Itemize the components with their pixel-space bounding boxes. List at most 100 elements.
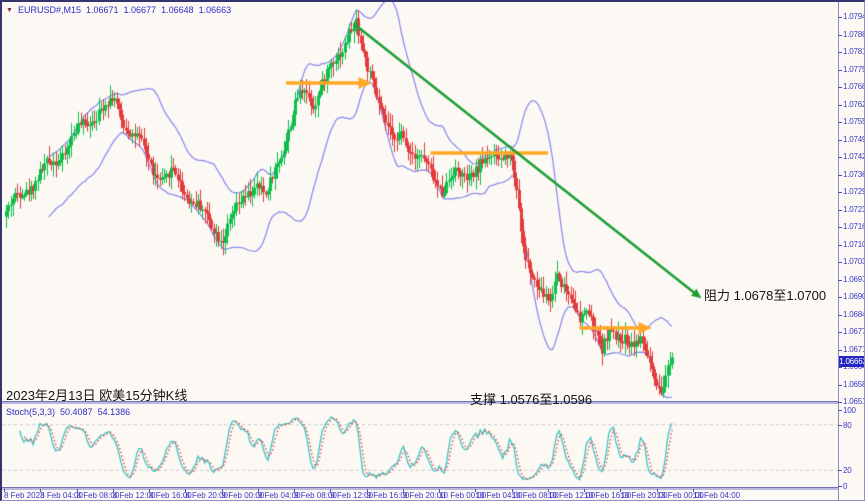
chart-header: ▼ EURUSD#,M15 1.06671 1.06677 1.06648 1.… [6, 5, 231, 15]
price-axis-label: 1.07685 [843, 82, 864, 91]
time-axis-label: 10 Feb 04:00 [475, 491, 523, 500]
price-axis-tick [838, 157, 842, 158]
time-axis-label: 8 Feb 16:00 [149, 491, 192, 500]
time-axis-label: 10 Feb 08:00 [511, 491, 559, 500]
price-axis-border [838, 2, 839, 500]
time-axis-tick [692, 489, 694, 492]
time-axis-tick [511, 489, 513, 492]
price-axis-label: 1.06840 [843, 309, 864, 319]
price-axis-tick [838, 17, 842, 18]
price-axis-label: 1.07750 [843, 64, 864, 74]
stoch-axis-label: 0 [843, 481, 848, 491]
price-axis-tick [838, 139, 842, 141]
quote-high: 1.06677 [123, 5, 157, 15]
stoch-axis-label: 20 [843, 466, 852, 476]
price-axis-label: 1.07360 [843, 169, 864, 179]
indicator-name: Stoch(5,3,3) [6, 407, 56, 417]
price-axis-tick [838, 192, 842, 193]
price-axis-tick [838, 209, 842, 211]
time-axis-label: 8 Feb 12:00 [112, 491, 156, 500]
time-axis-label: 13 Feb 00:00 [656, 491, 704, 500]
price-axis-label: 1.07100 [843, 239, 864, 249]
stoch-axis-label: 80 [843, 420, 852, 430]
time-axis-label: 10 Feb 12:00 [547, 491, 596, 500]
time-axis-tick [257, 489, 259, 492]
price-axis-tick [838, 402, 842, 403]
stoch-axis-tick [838, 424, 842, 426]
date-annotation[interactable]: 2023年2月13日 欧美15分钟K线 [6, 388, 188, 403]
time-axis-label: 9 Feb 16:00 [366, 491, 410, 500]
resistance-annotation[interactable]: 阻力 1.0678至1.0700 [704, 288, 827, 303]
price-axis-label: 1.07620 [843, 99, 864, 109]
price-axis-tick [838, 367, 842, 368]
price-axis-label: 1.07815 [843, 47, 864, 56]
price-axis-label: 1.07490 [843, 134, 864, 144]
time-axis-tick [149, 489, 151, 492]
price-axis-label: 1.07555 [843, 117, 864, 126]
price-axis-tick [838, 262, 842, 263]
price-axis-tick [838, 69, 842, 71]
price-axis-label: 1.07035 [843, 257, 864, 266]
time-axis-tick [4, 489, 5, 492]
support-annotation[interactable]: 支撑 1.0576至1.0596 [470, 392, 593, 407]
price-axis-tick [838, 52, 842, 53]
time-axis-tick [656, 489, 658, 492]
price-axis-label: 1.07230 [843, 204, 864, 214]
time-axis-tick [76, 489, 78, 492]
indicator-label: Stoch(5,3,3) 50.4087 54.1386 [6, 407, 130, 417]
stoch-axis-tick [838, 470, 842, 472]
price-axis-tick [838, 314, 842, 316]
price-axis-tick [838, 87, 842, 88]
price-axis-tick [838, 227, 842, 228]
price-axis-tick [838, 174, 842, 176]
time-axis-tick [620, 489, 622, 492]
price-axis-tick [838, 297, 842, 298]
symbol-dropdown-icon[interactable]: ▼ [6, 6, 13, 14]
time-axis-tick [366, 489, 368, 492]
time-axis-tick [439, 489, 441, 492]
time-axis-tick [221, 489, 223, 492]
price-axis-label: 1.06775 [843, 327, 864, 336]
price-axis-tick [838, 34, 842, 36]
price-axis-tick [838, 384, 842, 386]
time-axis-label: 10 Feb 16:00 [584, 491, 632, 500]
price-axis-label: 1.06710 [843, 344, 864, 354]
symbol-title: EURUSD#,M15 [17, 5, 81, 15]
time-axis-label: 9 Feb 20:00 [402, 491, 446, 500]
stoch-timeaxis-splitter[interactable] [2, 487, 838, 490]
stoch-axis-tick [838, 485, 842, 487]
price-axis-label: 1.07425 [843, 152, 864, 161]
indicator-main-value: 50.4087 [60, 407, 93, 417]
price-axis-tick [838, 104, 842, 106]
price-axis-label: 1.06970 [843, 274, 864, 284]
time-axis-tick [402, 489, 404, 492]
time-axis-label: 8 Feb 04:00 [40, 491, 83, 500]
current-price-badge: 1.06663 [839, 356, 865, 367]
time-axis-label: 10 Feb 20:00 [620, 491, 668, 500]
time-axis-tick [112, 489, 114, 492]
time-axis-label: 9 Feb 00:00 [221, 491, 265, 500]
price-axis-tick [838, 349, 842, 351]
time-axis-tick [185, 489, 187, 492]
indicator-signal-value: 54.1386 [97, 407, 131, 417]
time-axis-label: 8 Feb 20:00 [185, 491, 228, 500]
main-price-chart-canvas[interactable] [2, 2, 838, 403]
main-stoch-splitter[interactable] [2, 401, 838, 404]
time-axis-label: 8 Feb 08:00 [76, 491, 120, 500]
time-axis-label: 9 Feb 08:00 [294, 491, 337, 500]
price-axis-label: 1.06580 [843, 379, 864, 389]
time-axis-tick [40, 489, 42, 492]
time-axis-tick [475, 489, 477, 492]
stoch-axis-tick [838, 409, 842, 411]
quote-close: 1.06663 [198, 5, 232, 15]
price-axis-label: 1.07165 [843, 222, 864, 231]
time-axis-tick [330, 489, 332, 492]
time-axis-label: 9 Feb 12:00 [330, 491, 374, 500]
time-axis-label: 10 Feb 00:00 [439, 491, 487, 500]
time-axis-label: 9 Feb 04:00 [257, 491, 301, 500]
stochastic-indicator-canvas[interactable] [2, 405, 838, 487]
quote-low: 1.06648 [161, 5, 194, 15]
time-axis-tick [584, 489, 586, 492]
price-axis-tick [838, 244, 842, 246]
